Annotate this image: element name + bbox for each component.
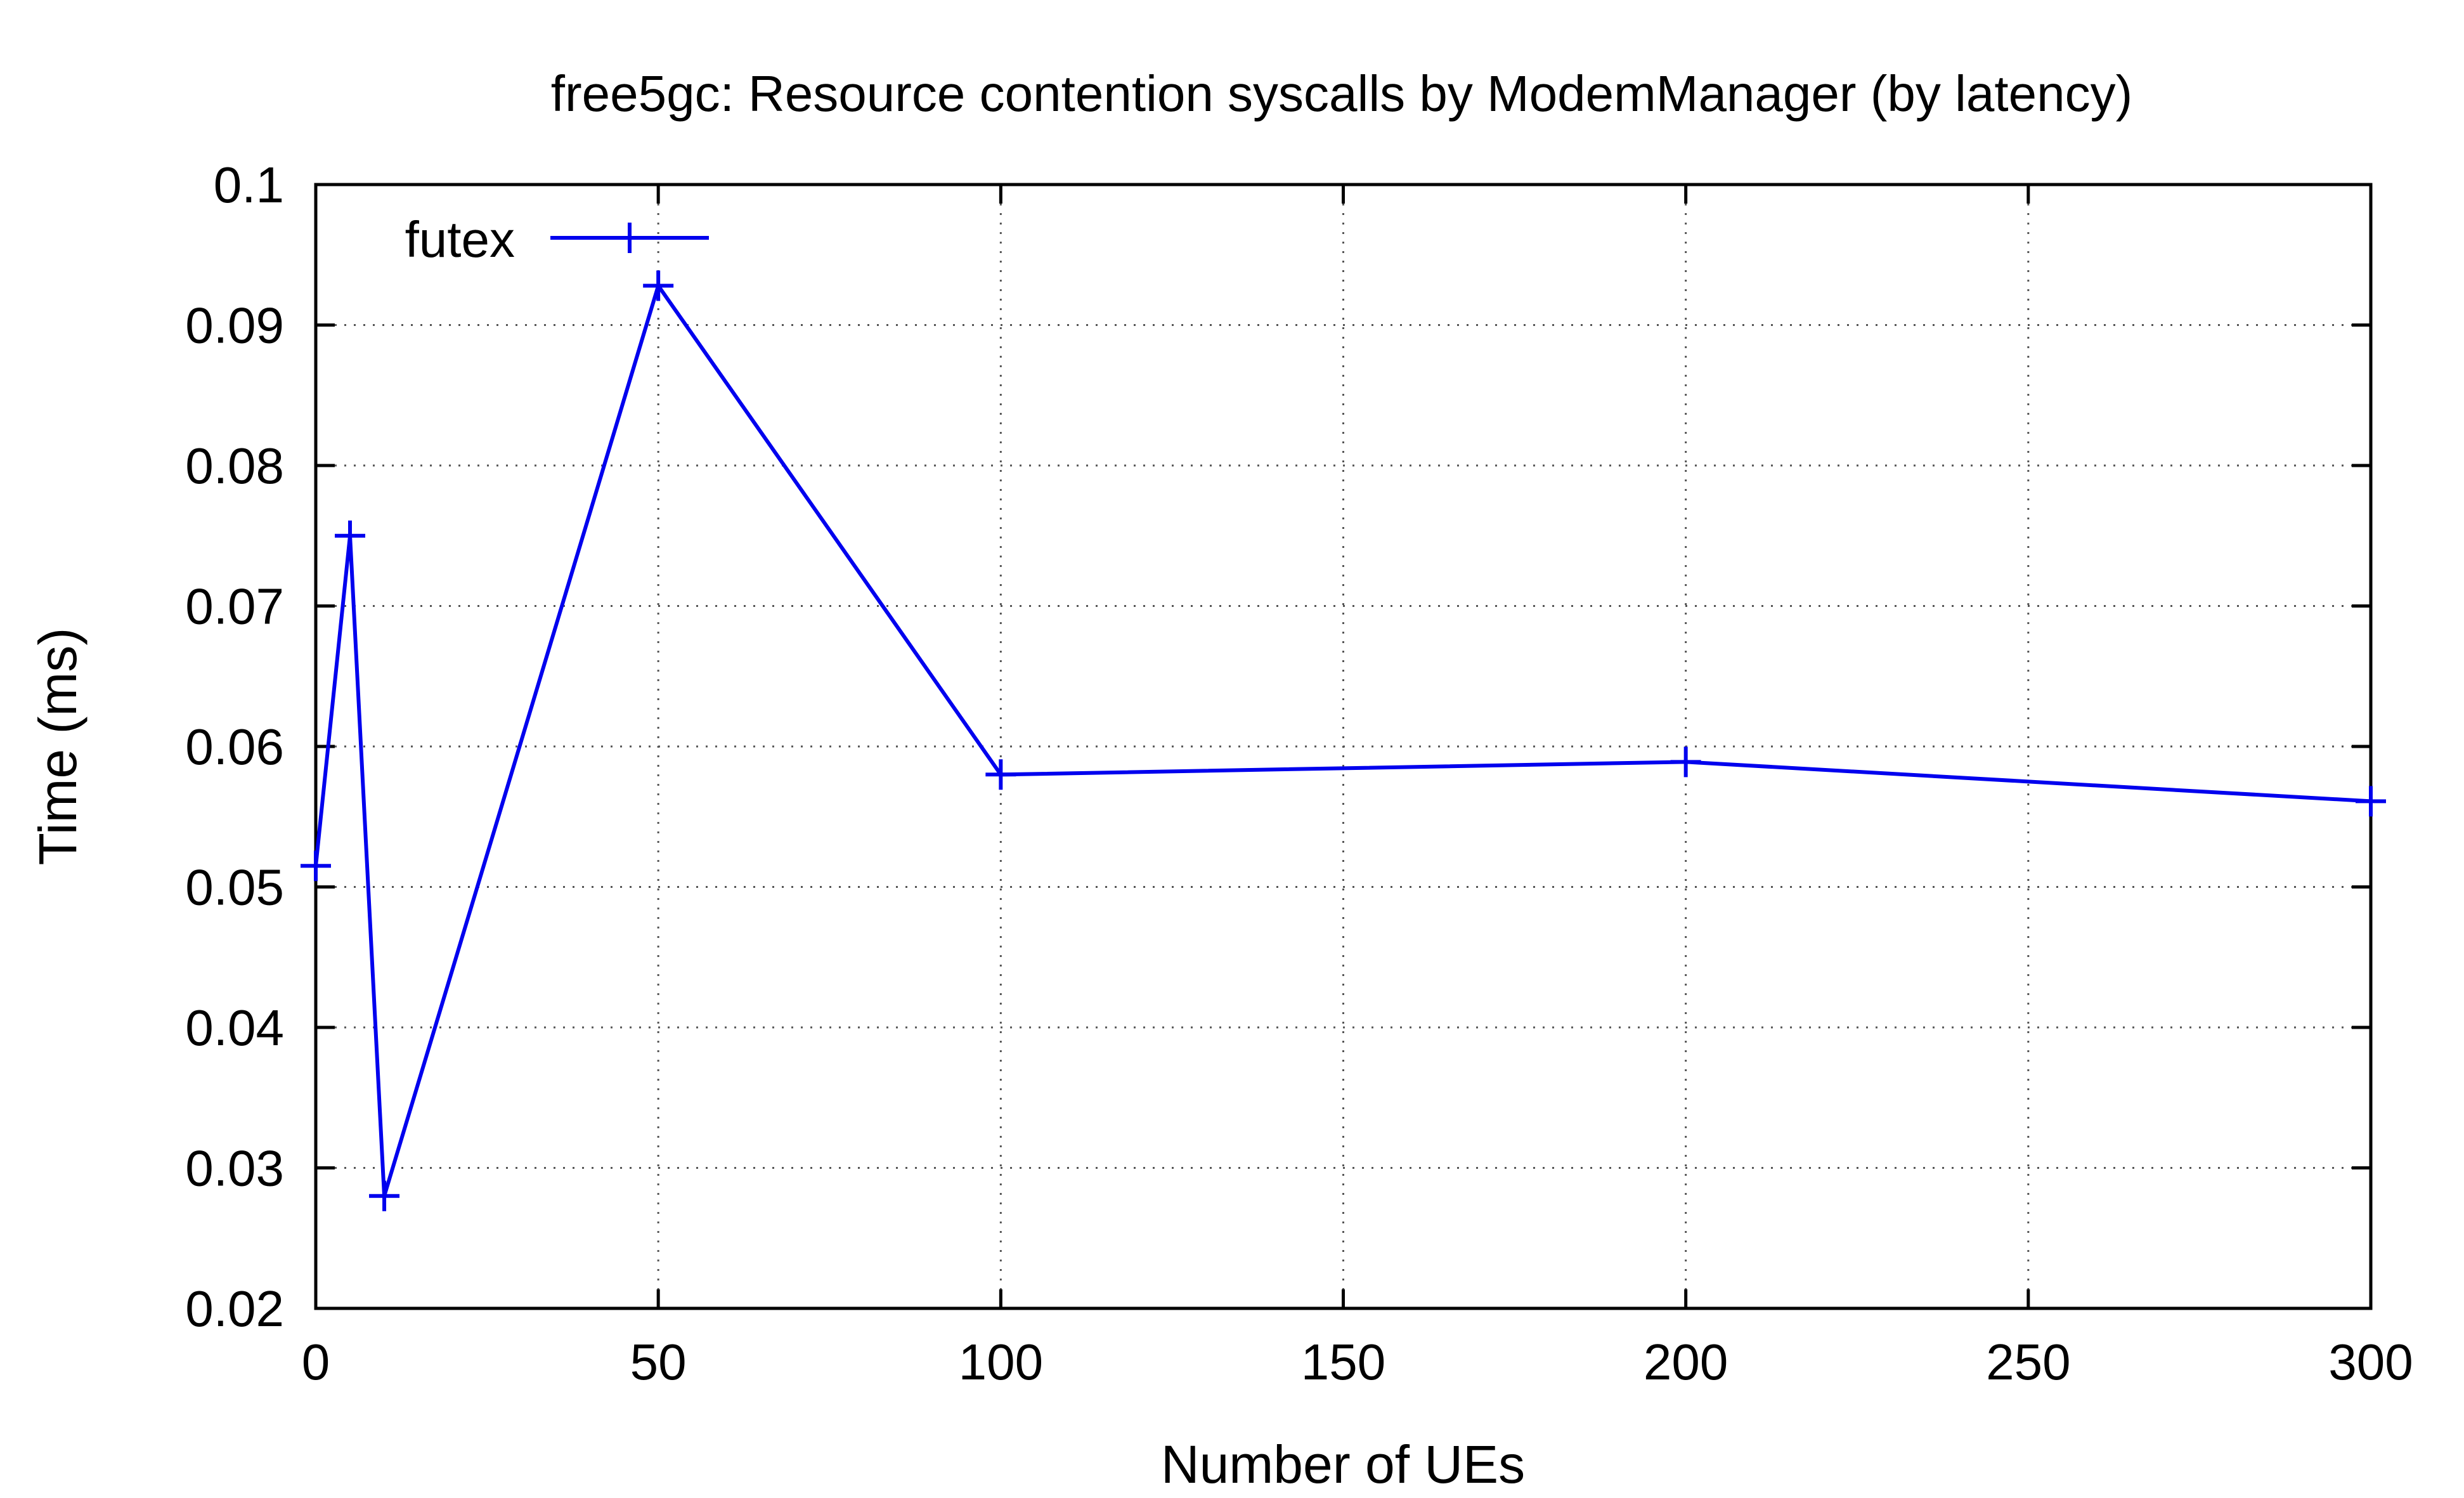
y-tick-label: 0.07 [185,578,284,635]
y-tick-label: 0.02 [185,1280,284,1337]
data-point-futex [369,1180,400,1211]
tick-marks [314,183,2373,1310]
y-tick-label: 0.05 [185,859,284,916]
series-layer [301,270,2386,1211]
x-tick-label: 0 [302,1334,330,1390]
y-tick-label: 0.06 [185,719,284,775]
data-point-futex [2356,786,2386,817]
data-point-futex [301,850,331,882]
y-tick-label: 0.09 [185,297,284,354]
x-tick-labels: 0 50 100 150 200 250 300 [302,1334,2413,1390]
y-axis-label: Time (ms) [28,628,88,866]
legend-label-futex: futex [405,211,515,268]
legend: futex [405,211,709,268]
y-tick-label: 0.1 [214,157,284,213]
series-line-futex [314,281,2371,1197]
y-tick-labels: 0.02 0.03 0.04 0.05 0.06 0.07 0.08 0.09 0.1 [185,157,284,1337]
grid [316,185,2371,1308]
x-axis-label: Number of UEs [1161,1435,1525,1494]
x-tick-label: 50 [630,1334,687,1390]
x-tick-label: 300 [2328,1334,2413,1390]
data-point-futex [643,270,674,301]
x-tick-label: 250 [1986,1334,2070,1390]
data-point-futex [1670,746,1701,778]
chart-title: free5gc: Resource contention syscalls by… [551,65,2133,122]
x-tick-label: 150 [1301,1334,1385,1390]
legend-marker-futex [614,223,645,253]
y-tick-label: 0.08 [185,438,284,494]
x-tick-label: 100 [959,1334,1043,1390]
data-point-futex [985,759,1016,790]
y-tick-label: 0.04 [185,1000,284,1056]
y-tick-label: 0.03 [185,1140,284,1197]
x-tick-label: 200 [1644,1334,1728,1390]
data-point-futex [335,520,366,551]
